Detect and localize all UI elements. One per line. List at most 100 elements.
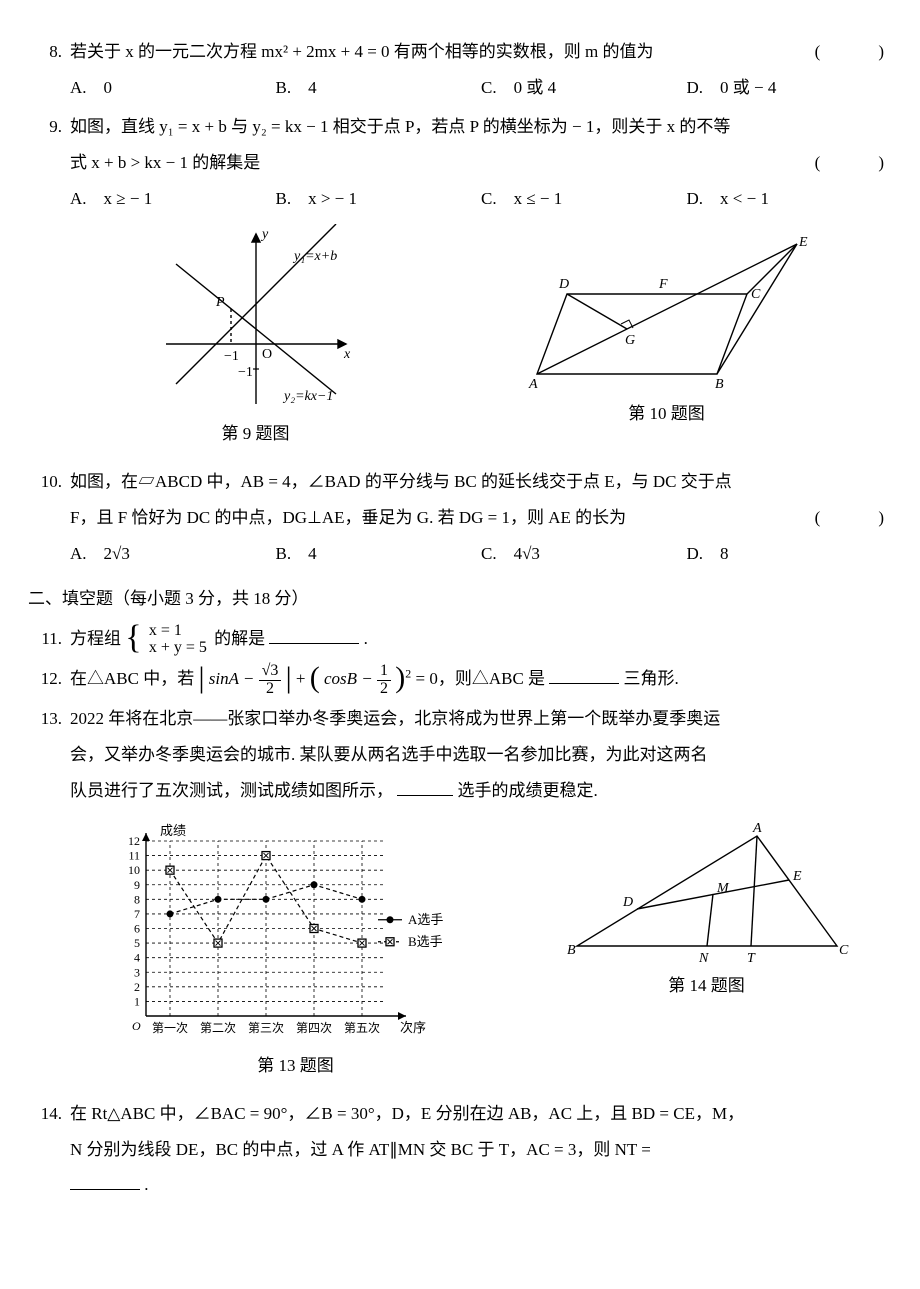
- q10-opt-a: A. 2√3: [70, 536, 276, 572]
- abs-left-icon: |: [198, 663, 204, 693]
- q14-l2: N 分别为线段 DE，BC 的中点，过 A 作 AT∥MN 交 BC 于 T，A…: [70, 1132, 892, 1168]
- fig14-D: D: [622, 895, 633, 910]
- q9-paren: ( ): [815, 145, 892, 181]
- q8-number: 8.: [28, 34, 70, 105]
- q10-paren: ( ): [815, 500, 892, 536]
- figure-13: 123456789101112第一次第二次第三次第四次第五次O成绩次序A选手B选…: [106, 816, 486, 1084]
- svg-text:9: 9: [134, 878, 140, 892]
- fig9-origin: O: [262, 347, 272, 362]
- q9-opt-a: A. x ≥ − 1: [70, 181, 276, 217]
- question-12: 12. 在△ABC 中，若 | sinA − √32 | + ( cosB − …: [28, 661, 892, 697]
- question-8: 8. 若关于 x 的一元二次方程 mx² + 2mx + 4 = 0 有两个相等…: [28, 34, 892, 105]
- q8-text: 若关于 x 的一元二次方程 mx² + 2mx + 4 = 0 有两个相等的实数…: [70, 42, 654, 61]
- svg-text:成绩: 成绩: [160, 823, 186, 838]
- fig14-E: E: [792, 869, 802, 884]
- figure-13-chart: 123456789101112第一次第二次第三次第四次第五次O成绩次序A选手B选…: [106, 816, 486, 1046]
- figure-row-13-14: 123456789101112第一次第二次第三次第四次第五次O成绩次序A选手B选…: [70, 816, 892, 1084]
- q12-pre: 在△ABC 中，若: [70, 669, 198, 688]
- svg-text:12: 12: [128, 834, 140, 848]
- fig9-line2: y₂=kx−1: [282, 389, 333, 404]
- paren-left-icon: (: [310, 663, 320, 693]
- svg-text:O: O: [132, 1019, 141, 1033]
- q12-cosb: cosB −: [324, 669, 373, 688]
- q14-number: 14.: [28, 1096, 70, 1203]
- figure-10-caption: 第 10 题图: [517, 396, 817, 432]
- svg-text:7: 7: [134, 907, 140, 921]
- svg-text:3: 3: [134, 966, 140, 980]
- svg-text:2: 2: [134, 980, 140, 994]
- fig10-G: G: [625, 333, 635, 348]
- fig9-line1: y₁=x+b: [292, 249, 337, 264]
- q10-number: 10.: [28, 464, 70, 571]
- fig14-M: M: [716, 881, 730, 896]
- q8-paren: ( ): [815, 34, 892, 70]
- svg-text:第五次: 第五次: [343, 1021, 379, 1035]
- q9-line2: 式 x + b > kx − 1 的解集是 ( ): [70, 145, 892, 181]
- fig10-E: E: [798, 235, 808, 250]
- q10-opt-d: D. 8: [687, 536, 893, 572]
- q11-blank: [269, 625, 359, 644]
- q14-blank: [70, 1172, 140, 1191]
- q12-sina: sinA −: [209, 669, 255, 688]
- svg-text:第四次: 第四次: [295, 1021, 331, 1035]
- q14-l1: 在 Rt△ABC 中，∠BAC = 90°，∠B = 30°，D，E 分别在边 …: [70, 1096, 892, 1132]
- question-11: 11. 方程组 { x = 1 x + y = 5 的解是 .: [28, 621, 892, 657]
- fig14-C: C: [839, 943, 849, 958]
- q13-l1: 2022 年将在北京——张家口举办冬季奥运会，北京将成为世界上第一个既举办夏季奥…: [70, 701, 892, 737]
- fig14-T: T: [747, 951, 756, 966]
- figure-14-caption: 第 14 题图: [557, 968, 857, 1004]
- q8-stem: 若关于 x 的一元二次方程 mx² + 2mx + 4 = 0 有两个相等的实数…: [70, 34, 892, 70]
- q9-opt-d: D. x < − 1: [687, 181, 893, 217]
- fig10-C: C: [751, 287, 761, 302]
- q11-sys1: x = 1: [146, 623, 210, 640]
- q11-body: 方程组 { x = 1 x + y = 5 的解是 .: [70, 621, 892, 657]
- figure-9-svg: y x O P −1 −1 y₁=x+b y₂=kx−1: [146, 224, 366, 414]
- brace-icon: {: [125, 621, 141, 655]
- figure-10-svg: A B C D E F G: [517, 224, 817, 394]
- svg-text:8: 8: [134, 893, 140, 907]
- svg-text:6: 6: [134, 922, 140, 936]
- fig9-y-axis: y: [260, 227, 269, 242]
- q9-line1: 如图，直线 y₁ = x + b 与 y₂ = kx − 1 相交于点 P，若点…: [70, 109, 892, 145]
- fig9-x-axis: x: [343, 347, 351, 362]
- q9-opt-b: B. x > − 1: [276, 181, 482, 217]
- q9-opt-c: C. x ≤ − 1: [481, 181, 687, 217]
- q13-l3a: 队员进行了五次测试，测试成绩如图所示，: [70, 781, 393, 800]
- q13-number: 13.: [28, 701, 70, 1092]
- svg-text:5: 5: [134, 937, 140, 951]
- fig14-N: N: [698, 951, 709, 966]
- q12-mid: = 0，则△ABC 是: [416, 669, 546, 688]
- svg-text:11: 11: [128, 849, 140, 863]
- q11-post: 的解是: [214, 629, 265, 648]
- q8-opt-c: C. 0 或 4: [481, 70, 687, 106]
- q9-text-b: 式 x + b > kx − 1 的解集是: [70, 153, 260, 172]
- q8-opt-d: D. 0 或 − 4: [687, 70, 893, 106]
- svg-text:次序: 次序: [400, 1020, 426, 1035]
- q12-body: 在△ABC 中，若 | sinA − √32 | + ( cosB − 12 )…: [70, 661, 892, 697]
- question-10: 10. 如图，在▱ABCD 中，AB = 4，∠BAD 的平分线与 BC 的延长…: [28, 464, 892, 571]
- q11-pre: 方程组: [70, 629, 121, 648]
- q10-line1: 如图，在▱ABCD 中，AB = 4，∠BAD 的平分线与 BC 的延长线交于点…: [70, 464, 892, 500]
- fig10-F: F: [658, 277, 668, 292]
- q10-opt-c: C. 4√3: [481, 536, 687, 572]
- question-13: 13. 2022 年将在北京——张家口举办冬季奥运会，北京将成为世界上第一个既举…: [28, 701, 892, 1092]
- q14-l3: .: [70, 1167, 892, 1203]
- q13-l2: 会，又举办冬季奥运会的城市. 某队要从两名选手中选取一名参加比赛，为此对这两名: [70, 737, 892, 773]
- fig9-neg1y: −1: [238, 365, 253, 380]
- svg-text:4: 4: [134, 951, 140, 965]
- figure-10: A B C D E F G 第 10 题图: [517, 224, 817, 452]
- q12-one: 1: [377, 663, 391, 681]
- svg-text:1: 1: [134, 995, 140, 1009]
- svg-text:B选手: B选手: [408, 934, 443, 949]
- figure-14: A B C D E M N T 第 14 题图: [557, 816, 857, 1084]
- q12-two2: 2: [377, 681, 391, 698]
- q8-opt-b: B. 4: [276, 70, 482, 106]
- svg-text:第三次: 第三次: [247, 1021, 283, 1035]
- paren-right-icon: ): [395, 663, 405, 693]
- fig10-B: B: [715, 377, 724, 392]
- fig14-B: B: [567, 943, 576, 958]
- q14-end: .: [144, 1175, 148, 1194]
- q13-l3: 队员进行了五次测试，测试成绩如图所示， 选手的成绩更稳定.: [70, 773, 892, 809]
- q11-number: 11.: [28, 621, 70, 657]
- svg-text:第二次: 第二次: [199, 1021, 235, 1035]
